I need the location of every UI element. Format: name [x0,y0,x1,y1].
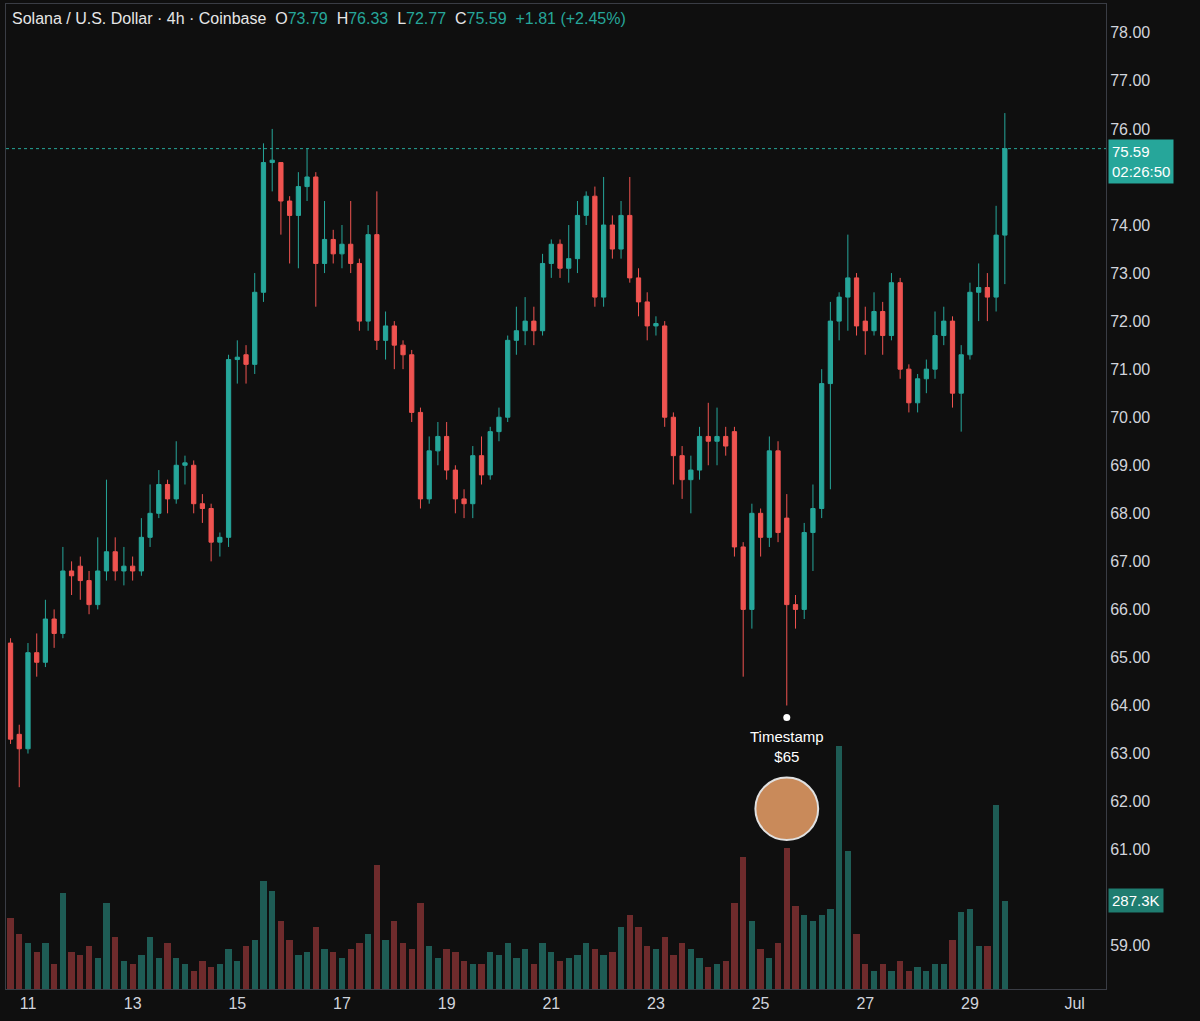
svg-text:17: 17 [333,995,351,1012]
svg-text:27: 27 [856,995,874,1012]
svg-text:77.00: 77.00 [1110,72,1150,89]
svg-text:Timestamp$65: Timestamp$65 [750,728,824,765]
svg-text:68.00: 68.00 [1110,505,1150,522]
svg-text:70.00: 70.00 [1110,409,1150,426]
svg-text:73.00: 73.00 [1110,265,1150,282]
svg-text:29: 29 [961,995,979,1012]
svg-text:78.00: 78.00 [1110,24,1150,41]
svg-text:72.00: 72.00 [1110,313,1150,330]
svg-text:Jul: Jul [1064,995,1084,1012]
svg-text:23: 23 [647,995,665,1012]
svg-text:75.5902:26:50: 75.5902:26:50 [1112,143,1170,180]
svg-text:71.00: 71.00 [1110,361,1150,378]
svg-text:19: 19 [438,995,456,1012]
svg-text:21: 21 [542,995,560,1012]
svg-text:287.3K: 287.3K [1112,892,1160,909]
svg-text:13: 13 [124,995,142,1012]
svg-text:74.00: 74.00 [1110,217,1150,234]
svg-text:64.00: 64.00 [1110,697,1150,714]
svg-text:65.00: 65.00 [1110,649,1150,666]
svg-text:67.00: 67.00 [1110,553,1150,570]
svg-text:Solana / U.S. Dollar · 4h · Co: Solana / U.S. Dollar · 4h · Coinbase O73… [12,10,626,27]
svg-text:11: 11 [20,995,37,1012]
svg-text:59.00: 59.00 [1110,937,1150,954]
svg-text:61.00: 61.00 [1110,841,1150,858]
svg-text:25: 25 [752,995,770,1012]
svg-text:76.00: 76.00 [1110,121,1150,138]
svg-text:69.00: 69.00 [1110,457,1150,474]
svg-text:63.00: 63.00 [1110,745,1150,762]
svg-text:62.00: 62.00 [1110,793,1150,810]
svg-text:66.00: 66.00 [1110,601,1150,618]
svg-text:15: 15 [228,995,246,1012]
